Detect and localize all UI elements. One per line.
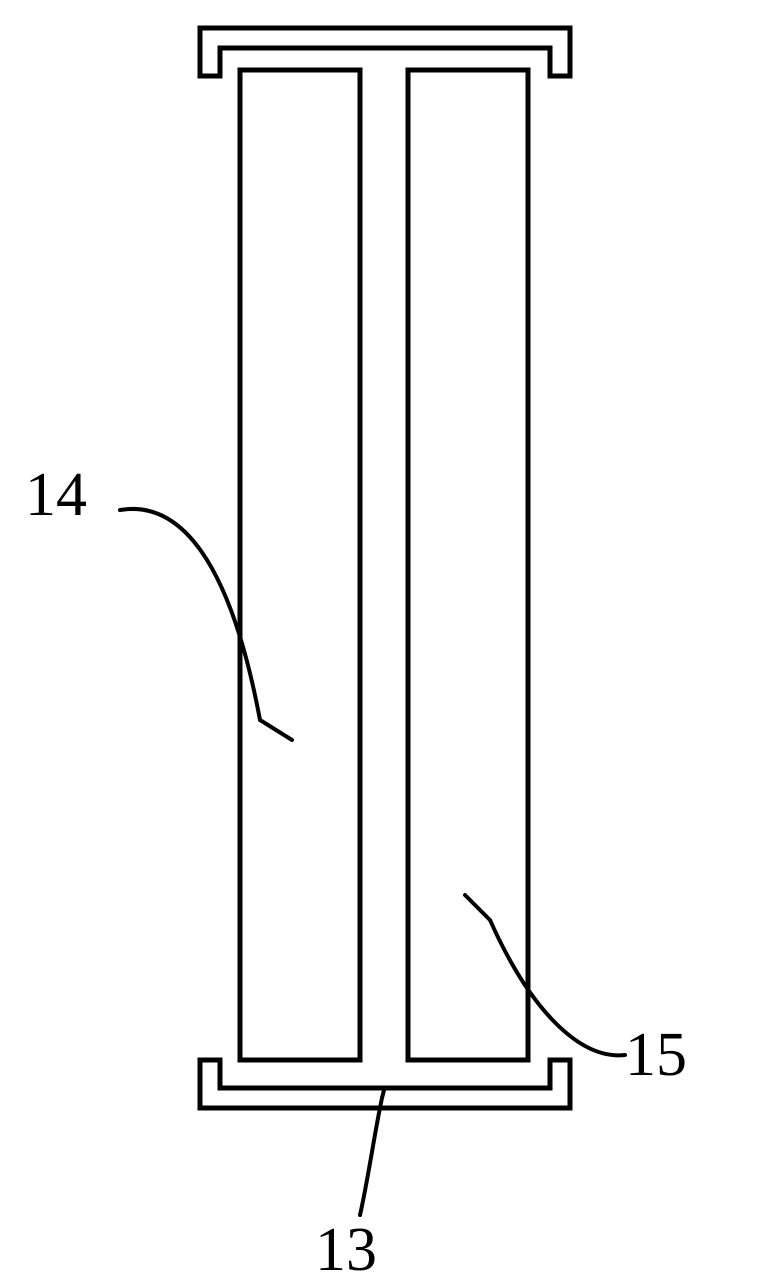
leader-l14 [120, 509, 292, 740]
callout-label-13: 13 [315, 1215, 377, 1286]
leader-l15 [465, 895, 625, 1055]
bottom-cap [200, 1060, 570, 1108]
callout-label-14: 14 [25, 460, 87, 531]
left-bar [240, 70, 360, 1060]
right-bar [408, 70, 528, 1060]
callout-label-15: 15 [625, 1020, 687, 1091]
